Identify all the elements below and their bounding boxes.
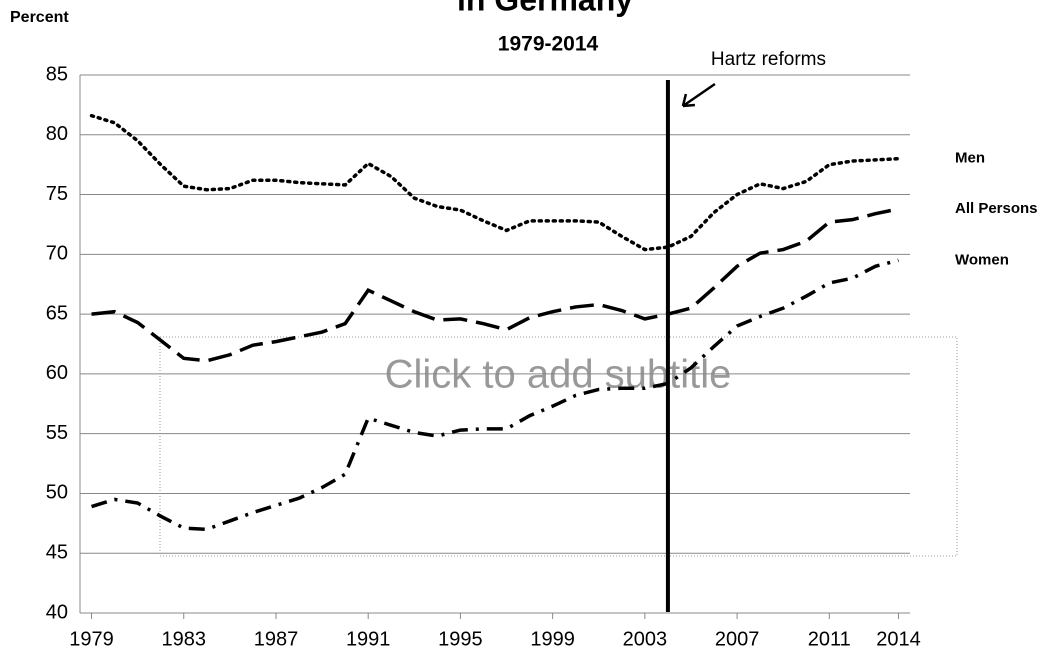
x-tick-label: 2003 xyxy=(623,628,668,650)
y-tick-label: 40 xyxy=(46,601,68,623)
y-tick-label: 80 xyxy=(46,123,68,145)
chart-title: in Germany xyxy=(457,0,633,17)
series-label: All Persons xyxy=(955,200,1038,217)
x-tick-label: 2007 xyxy=(715,628,760,650)
y-tick-label: 70 xyxy=(46,243,68,265)
y-tick-label: 55 xyxy=(46,422,68,444)
x-tick-label: 1983 xyxy=(162,628,207,650)
y-tick-label: 60 xyxy=(46,362,68,384)
placeholder-text: Click to add subtitle xyxy=(385,353,732,397)
series-label: Women xyxy=(955,251,1009,268)
x-tick-label: 2011 xyxy=(808,628,851,650)
series-label: Men xyxy=(955,150,985,167)
x-tick-label: 2014 xyxy=(876,628,921,650)
y-tick-label: 85 xyxy=(46,63,68,85)
x-tick-label: 1991 xyxy=(346,628,391,650)
annotation-arrow xyxy=(681,82,716,108)
x-tick-label: 1987 xyxy=(254,628,299,650)
y-tick-label: 50 xyxy=(46,482,68,504)
series-line xyxy=(91,207,899,363)
x-tick-label: 1995 xyxy=(438,628,483,650)
y-tick-label: 45 xyxy=(46,542,68,564)
chart-subtitle: 1979-2014 xyxy=(498,33,599,56)
y-tick-label: 75 xyxy=(46,183,68,205)
annotation-text: Hartz reforms xyxy=(711,49,826,70)
x-tick-label: 1979 xyxy=(69,628,114,650)
series-line xyxy=(89,113,901,252)
y-axis-label: Percent xyxy=(10,9,69,26)
placeholder-box xyxy=(159,336,958,557)
x-tick-label: 1999 xyxy=(530,628,575,650)
series-line xyxy=(91,258,899,532)
y-tick-label: 65 xyxy=(46,302,68,324)
